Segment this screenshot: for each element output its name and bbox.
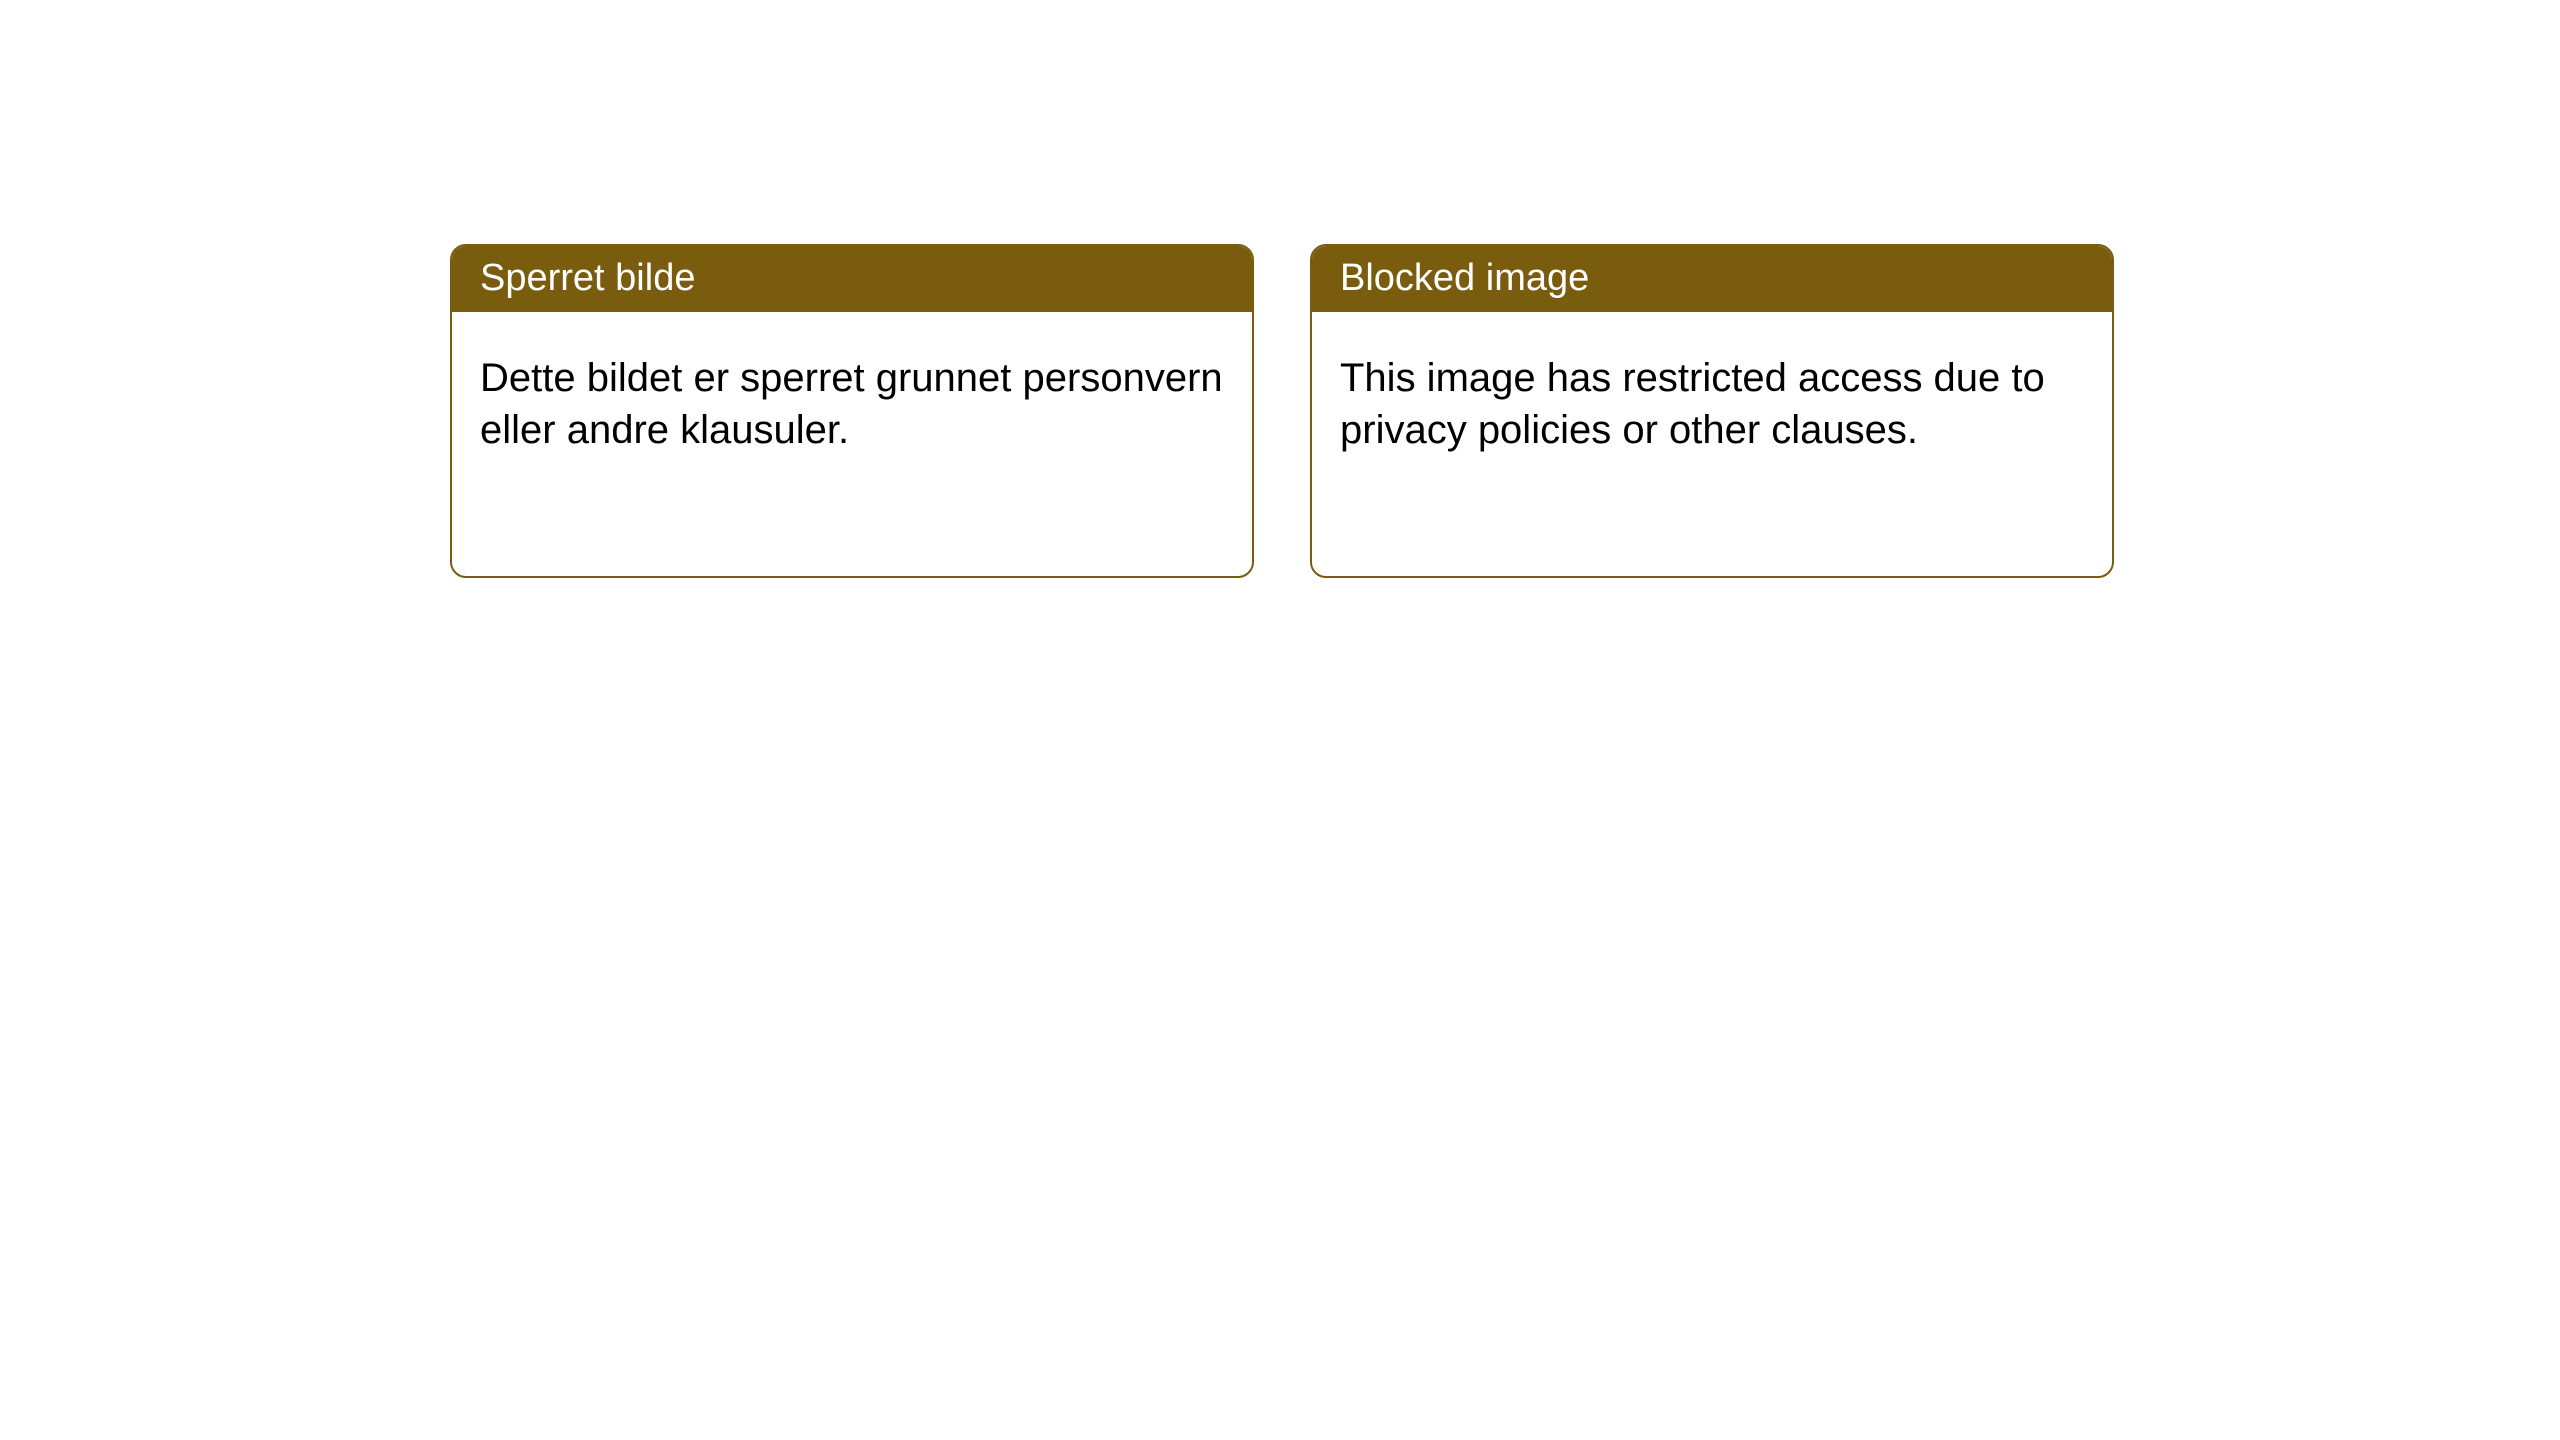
blocked-image-cards-container: Sperret bilde Dette bildet er sperret gr… <box>450 244 2114 578</box>
card-body-text-en: This image has restricted access due to … <box>1340 356 2045 452</box>
card-body-no: Dette bildet er sperret grunnet personve… <box>452 312 1252 496</box>
card-title-en: Blocked image <box>1340 257 1589 299</box>
card-body-en: This image has restricted access due to … <box>1312 312 2112 496</box>
blocked-image-card-en: Blocked image This image has restricted … <box>1310 244 2114 578</box>
card-header-no: Sperret bilde <box>452 246 1252 312</box>
card-title-no: Sperret bilde <box>480 257 695 299</box>
blocked-image-card-no: Sperret bilde Dette bildet er sperret gr… <box>450 244 1254 578</box>
card-header-en: Blocked image <box>1312 246 2112 312</box>
card-body-text-no: Dette bildet er sperret grunnet personve… <box>480 356 1223 452</box>
